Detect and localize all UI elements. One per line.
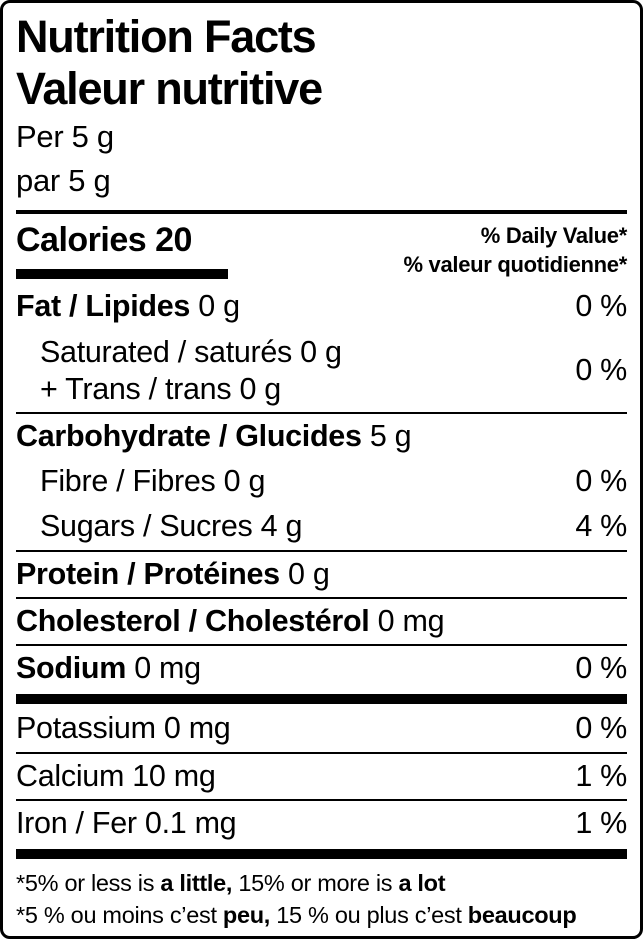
serving-size-fr: par 5 g [16, 163, 111, 199]
potassium-dv: 0 % [575, 711, 627, 746]
fibre-name: Fibre / Fibres 0 g [40, 464, 266, 499]
calories-underline-bar [16, 268, 228, 279]
nutrient-row-fibre: Fibre / Fibres 0 g 0 % [16, 459, 627, 504]
label-title-fr: Valeur nutritive [16, 63, 323, 115]
sodium-name: Sodium 0 mg [16, 651, 201, 686]
divider-protein [16, 549, 627, 552]
daily-value-header-fr: % valeur quotidienne* [403, 252, 627, 278]
cholesterol-name: Cholesterol / Cholestérol 0 mg [16, 603, 445, 638]
divider-sodium [16, 644, 627, 647]
saturated-trans-names: Saturated / saturés 0 g + Trans / trans … [16, 334, 342, 408]
iron-dv: 1 % [575, 805, 627, 840]
footnote-en: *5% or less is a little, 15% or more is … [16, 869, 446, 896]
saturated-name: Saturated / saturés 0 g [40, 334, 342, 369]
saturated-trans-dv: 0 % [575, 353, 627, 388]
calories-label: Calories [16, 221, 147, 260]
fat-name: Fat / Lipides 0 g [16, 289, 240, 324]
calories-value: 20 [155, 221, 192, 260]
nutrient-row-sugars: Sugars / Sucres 4 g 4 % [16, 504, 627, 549]
thick-bar-footnote [16, 848, 627, 859]
nutrient-row-iron: Iron / Fer 0.1 mg 1 % [16, 801, 627, 846]
divider-carbohydrate [16, 412, 627, 415]
potassium-name: Potassium 0 mg [16, 711, 231, 746]
sugars-dv: 4 % [575, 509, 627, 544]
footnote-fr: *5 % ou moins c’est peu, 15 % ou plus c’… [16, 902, 577, 929]
fibre-dv: 0 % [575, 464, 627, 499]
nutrient-row-saturated-trans: Saturated / saturés 0 g + Trans / trans … [16, 330, 627, 412]
divider-header [16, 210, 627, 215]
nutrient-row-cholesterol: Cholesterol / Cholestérol 0 mg [16, 599, 627, 644]
nutrient-row-fat: Fat / Lipides 0 g 0 % [16, 284, 627, 329]
thick-bar-sodium [16, 694, 627, 705]
calcium-dv: 1 % [575, 758, 627, 793]
divider-calcium [16, 751, 627, 754]
nutrient-row-protein: Protein / Protéines 0 g [16, 552, 627, 597]
nutrient-row-calcium: Calcium 10 mg 1 % [16, 754, 627, 799]
calories-block: Calories 20 [16, 221, 228, 279]
nutrient-row-potassium: Potassium 0 mg 0 % [16, 706, 627, 751]
sodium-dv: 0 % [575, 651, 627, 686]
calcium-name: Calcium 10 mg [16, 758, 216, 793]
protein-name: Protein / Protéines 0 g [16, 556, 330, 591]
daily-value-header-en: % Daily Value* [480, 223, 628, 249]
divider-iron [16, 798, 627, 801]
serving-size-en: Per 5 g [16, 119, 114, 155]
nutrient-row-carbohydrate: Carbohydrate / Glucides 5 g [16, 414, 627, 459]
carbohydrate-name: Carbohydrate / Glucides 5 g [16, 419, 412, 454]
sugars-name: Sugars / Sucres 4 g [40, 509, 303, 544]
iron-name: Iron / Fer 0.1 mg [16, 805, 237, 840]
calories-section: Calories 20 % Daily Value* % valeur quot… [16, 221, 627, 279]
footnote: *5% or less is a little, 15% or more is … [16, 867, 627, 932]
label-title-en: Nutrition Facts [16, 11, 317, 62]
daily-value-header: % Daily Value* % valeur quotidienne* [403, 221, 627, 279]
trans-name: + Trans / trans 0 g [40, 371, 281, 406]
nutrient-row-sodium: Sodium 0 mg 0 % [16, 646, 627, 691]
divider-cholesterol [16, 596, 627, 599]
fat-dv: 0 % [575, 289, 627, 324]
calories-text: Calories 20 [16, 221, 228, 260]
